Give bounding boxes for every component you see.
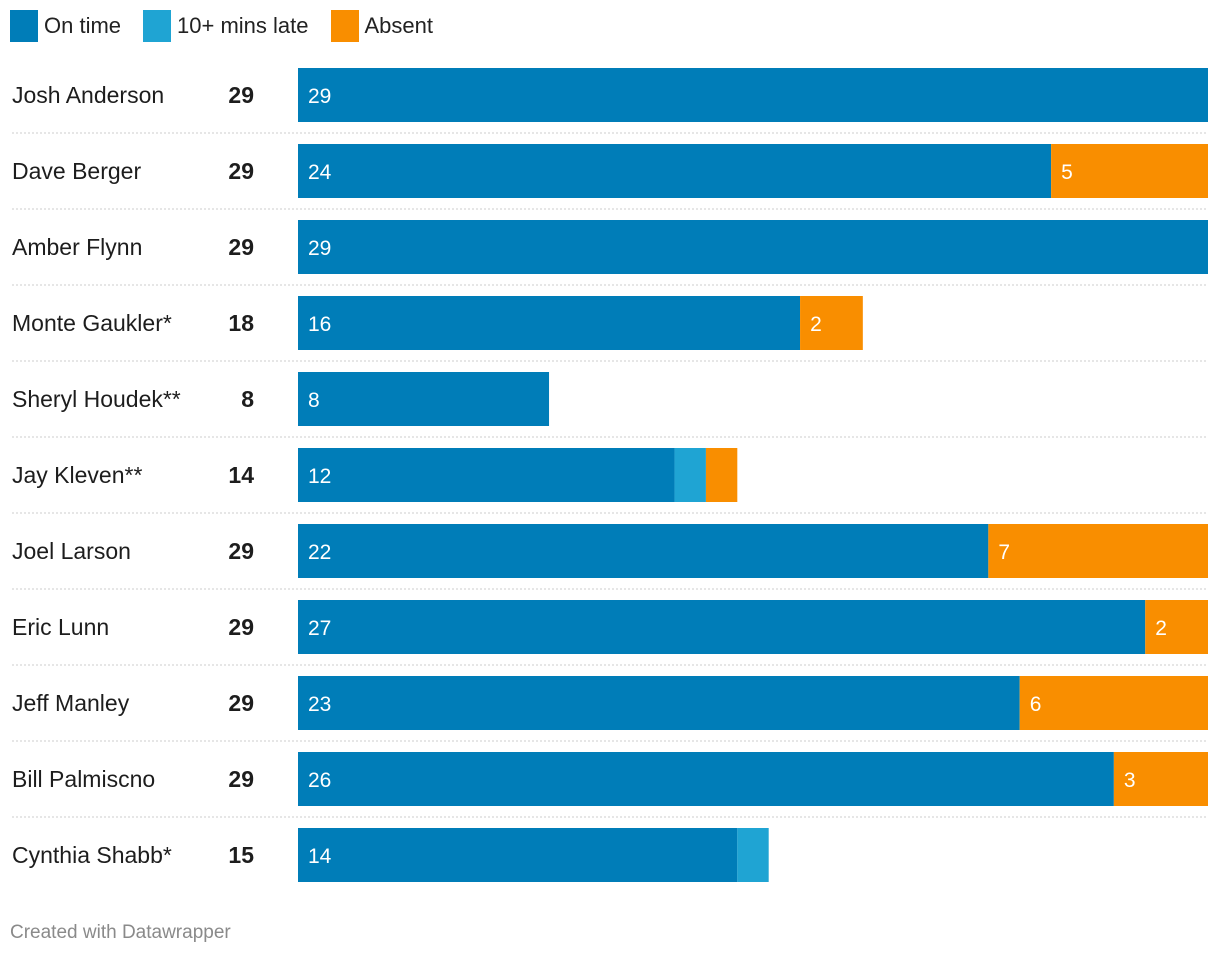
row-total-cynthia-shabb: 15 [228,842,254,868]
bar-on-time-josh-anderson[interactable] [298,68,1208,122]
row-total-bill-palmiscno: 29 [228,766,254,792]
legend-swatch-on-time [10,10,38,42]
row-name-bill-palmiscno: Bill Palmiscno [12,766,155,792]
row-name-dave-berger: Dave Berger [12,158,141,184]
row-name-amber-flynn: Amber Flynn [12,234,142,260]
bar-label-absent-bill-palmiscno: 3 [1124,769,1136,792]
bar-label-on-time-amber-flynn: 29 [308,237,331,260]
bar-label-on-time-jay-kleven: 12 [308,465,331,488]
row-total-josh-anderson: 29 [228,82,254,108]
legend-label-on-time: On time [44,13,122,38]
legend-swatch-absent [330,10,359,42]
bar-absent-bill-palmiscno[interactable] [1113,752,1208,806]
bar-late-jay-kleven[interactable] [674,448,706,502]
bar-label-on-time-sheryl-houdek: 8 [308,389,320,412]
row-name-joel-larson: Joel Larson [12,538,131,564]
bar-on-time-eric-lunn[interactable] [298,600,1146,654]
row-name-eric-lunn: Eric Lunn [12,614,109,640]
bar-absent-monte-gaukler[interactable] [800,296,863,350]
row-total-jeff-manley: 29 [228,690,254,716]
bar-absent-jeff-manley[interactable] [1019,676,1208,730]
bar-label-on-time-jeff-manley: 23 [308,693,331,716]
legend-item-absent[interactable]: Absent [330,10,434,42]
bar-on-time-joel-larson[interactable] [298,524,989,578]
row-total-joel-larson: 29 [228,538,254,564]
bar-label-on-time-monte-gaukler: 16 [308,313,331,336]
legend: On time 10+ mins late Absent [10,10,433,42]
bar-label-absent-eric-lunn: 2 [1155,617,1167,640]
row-name-josh-anderson: Josh Anderson [12,82,164,108]
bar-on-time-jeff-manley[interactable] [298,676,1020,730]
legend-item-late[interactable]: 10+ mins late [143,10,309,42]
bar-label-absent-dave-berger: 5 [1061,161,1073,184]
bar-on-time-jay-kleven[interactable] [298,448,675,502]
bar-absent-dave-berger[interactable] [1051,144,1208,198]
row-name-monte-gaukler: Monte Gaukler* [12,310,172,336]
footer-credit: Created with Datawrapper [10,922,231,943]
bar-on-time-amber-flynn[interactable] [298,220,1208,274]
row-name-sheryl-houdek: Sheryl Houdek** [12,386,181,412]
legend-label-absent: Absent [364,13,434,38]
legend-label-late: 10+ mins late [177,13,309,38]
row-name-cynthia-shabb: Cynthia Shabb* [12,842,172,868]
bar-label-on-time-dave-berger: 24 [308,161,332,184]
bar-label-absent-monte-gaukler: 2 [810,313,822,336]
bar-label-on-time-bill-palmiscno: 26 [308,769,331,792]
bar-late-cynthia-shabb[interactable] [737,828,769,882]
bar-label-on-time-josh-anderson: 29 [308,85,331,108]
row-total-jay-kleven: 14 [228,462,254,488]
bar-label-on-time-eric-lunn: 27 [308,617,331,640]
bar-absent-jay-kleven[interactable] [705,448,738,502]
row-name-jay-kleven: Jay Kleven** [12,462,142,488]
row-total-dave-berger: 29 [228,158,254,184]
row-total-sheryl-houdek: 8 [241,386,254,412]
bar-on-time-dave-berger[interactable] [298,144,1052,198]
row-total-monte-gaukler: 18 [228,310,254,336]
bar-on-time-bill-palmiscno[interactable] [298,752,1114,806]
bar-label-on-time-cynthia-shabb: 14 [308,845,332,868]
bar-absent-eric-lunn[interactable] [1145,600,1208,654]
legend-swatch-late [143,10,172,42]
bar-label-on-time-joel-larson: 22 [308,541,331,564]
bar-on-time-monte-gaukler[interactable] [298,296,801,350]
stacked-bar-chart: Josh Anderson 29 29 Dave Berger 29 24 5 Amber F… [12,68,1208,882]
bar-label-absent-joel-larson: 7 [998,541,1010,564]
legend-item-on-time[interactable]: On time [10,10,121,42]
row-total-eric-lunn: 29 [228,614,254,640]
bar-on-time-sheryl-houdek[interactable] [298,372,550,426]
bar-absent-joel-larson[interactable] [988,524,1208,578]
bar-on-time-cynthia-shabb[interactable] [298,828,738,882]
row-total-amber-flynn: 29 [228,234,254,260]
bar-label-absent-jeff-manley: 6 [1030,693,1042,716]
row-name-jeff-manley: Jeff Manley [12,690,130,716]
